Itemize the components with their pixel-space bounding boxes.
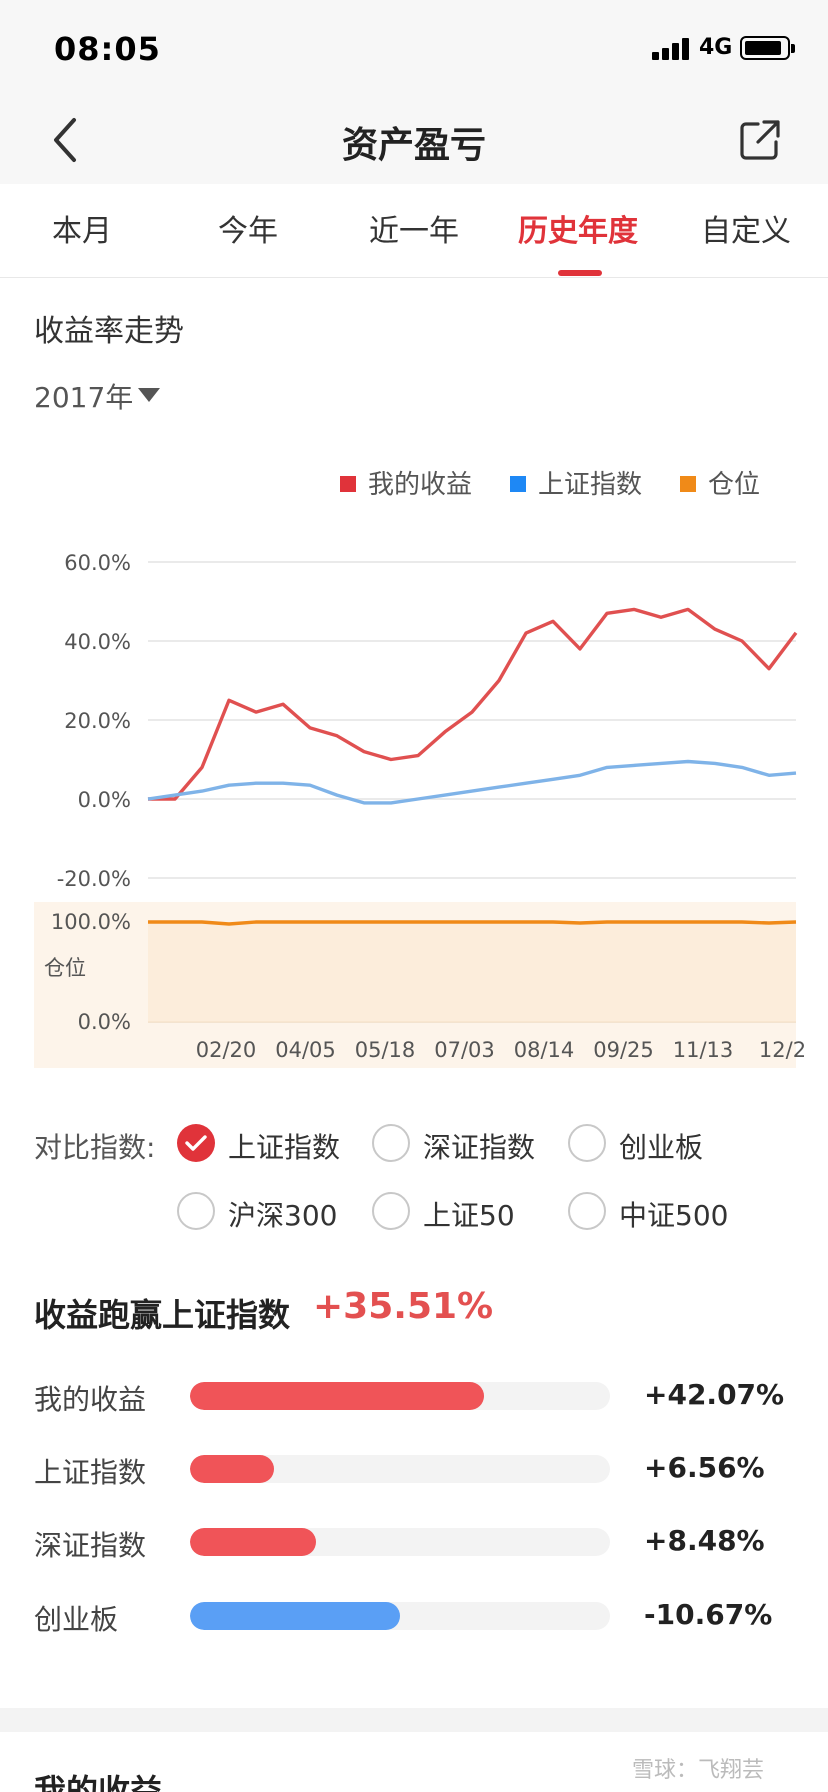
x-tick-label: 08/14 (514, 1038, 575, 1062)
y-tick-label: 0.0% (78, 788, 131, 812)
y-tick-label: 60.0% (64, 551, 131, 575)
radio-sse-index[interactable] (177, 1124, 215, 1162)
year-select[interactable]: 2017年 (34, 381, 134, 414)
radio-sse50[interactable] (372, 1192, 410, 1230)
chevron-left-icon (54, 118, 76, 162)
x-tick-label: 11/13 (673, 1038, 734, 1062)
radio-chinext[interactable] (568, 1124, 606, 1162)
x-tick-label: 05/18 (355, 1038, 416, 1062)
bar-label-szse-index: 深证指数 (34, 1529, 147, 1562)
bar-value-chinext: -10.67% (644, 1598, 773, 1631)
tab-custom[interactable]: 自定义 (701, 214, 791, 249)
radio-label-szse-index[interactable]: 深证指数 (423, 1131, 536, 1164)
position-tick-label: 0.0% (78, 1010, 131, 1034)
bar-track-my-return (190, 1382, 610, 1410)
bar-fill-chinext (190, 1602, 400, 1630)
radio-label-csi500[interactable]: 中证500 (619, 1199, 729, 1232)
my-return-line (148, 607, 798, 801)
y-tick-label: 20.0% (64, 709, 131, 733)
tab-active-indicator (558, 270, 602, 276)
tab-this-year[interactable]: 今年 (218, 214, 278, 249)
position-area (148, 922, 796, 1022)
position-line (148, 920, 797, 926)
page-title: 资产盈亏 (341, 125, 486, 166)
bar-value-sse-index: +6.56% (644, 1451, 765, 1484)
tab-history-year[interactable]: 历史年度 (518, 214, 638, 249)
period-tabs: 本月 今年 近一年 历史年度 自定义 (0, 184, 828, 278)
tab-this-month[interactable]: 本月 (52, 214, 112, 249)
radio-szse-index[interactable] (372, 1124, 410, 1162)
sse-index-line (147, 759, 797, 805)
x-tick-label: 07/03 (434, 1038, 495, 1062)
status-time: 08:05 (54, 30, 161, 68)
radio-label-sse50[interactable]: 上证50 (423, 1199, 515, 1232)
radio-label-csi300[interactable]: 沪深300 (228, 1199, 338, 1232)
x-tick-label: 04/05 (275, 1038, 336, 1062)
position-tick-label: 100.0% (51, 910, 131, 934)
bar-track-szse-index (190, 1528, 610, 1556)
check-icon (185, 1135, 207, 1151)
share-button[interactable] (736, 116, 784, 164)
legend-item-position: 仓位 (680, 464, 760, 501)
my-return-section-title: 我的收益 (34, 1772, 163, 1792)
radio-csi500[interactable] (568, 1192, 606, 1230)
legend-label: 我的收益 (368, 470, 473, 500)
bar-label-my-return: 我的收益 (34, 1383, 147, 1416)
nav-bar: 资产盈亏 (0, 96, 828, 184)
radio-label-sse-index[interactable]: 上证指数 (228, 1131, 341, 1164)
bar-value-szse-index: +8.48% (644, 1524, 765, 1557)
y-tick-label: -20.0% (57, 867, 131, 891)
bar-fill-my-return (190, 1382, 484, 1410)
caret-down-icon[interactable] (138, 388, 160, 402)
back-button[interactable] (44, 112, 92, 168)
compare-label: 对比指数: (34, 1131, 156, 1164)
x-tick-label: 09/25 (593, 1038, 654, 1062)
status-bar: 08:05 4G (0, 0, 828, 96)
x-tick-label: 02/20 (196, 1038, 257, 1062)
bar-value-my-return: +42.07% (644, 1378, 785, 1411)
watermark: 雪球：飞翔芸 (632, 1758, 765, 1783)
beat-value: +35.51% (313, 1286, 494, 1327)
bar-track-chinext (190, 1602, 610, 1630)
legend-item-sse-index: 上证指数 (510, 464, 642, 501)
bar-fill-sse-index (190, 1455, 274, 1483)
legend-label: 上证指数 (538, 470, 643, 500)
beat-title: 收益跑赢上证指数 (34, 1296, 291, 1334)
x-tick-label: 12/2 (759, 1038, 806, 1062)
y-tick-label: 40.0% (64, 630, 131, 654)
radio-label-chinext[interactable]: 创业板 (619, 1131, 704, 1164)
return-trend-chart[interactable]: 60.0% 40.0% 20.0% 0.0% -20.0% 100.0% 0.0% 仓位 02/… (0, 520, 828, 1080)
trend-title: 收益率走势 (34, 314, 184, 349)
bar-track-sse-index (190, 1455, 610, 1483)
share-icon (740, 120, 780, 160)
section-divider (0, 1708, 828, 1732)
network-type: 4G (699, 35, 733, 60)
radio-csi300[interactable] (177, 1192, 215, 1230)
bar-label-sse-index: 上证指数 (34, 1456, 147, 1489)
bar-fill-szse-index (190, 1528, 316, 1556)
bar-label-chinext: 创业板 (34, 1603, 119, 1636)
signal-icon (652, 36, 692, 60)
legend-label: 仓位 (708, 470, 761, 500)
tab-last-year[interactable]: 近一年 (369, 214, 459, 249)
chart-svg: 60.0% 40.0% 20.0% 0.0% -20.0% 100.0% 0.0% 仓位 02/… (34, 551, 806, 1068)
legend-item-my-return: 我的收益 (340, 464, 472, 501)
battery-icon (740, 36, 795, 60)
position-axis-label: 仓位 (44, 956, 86, 980)
